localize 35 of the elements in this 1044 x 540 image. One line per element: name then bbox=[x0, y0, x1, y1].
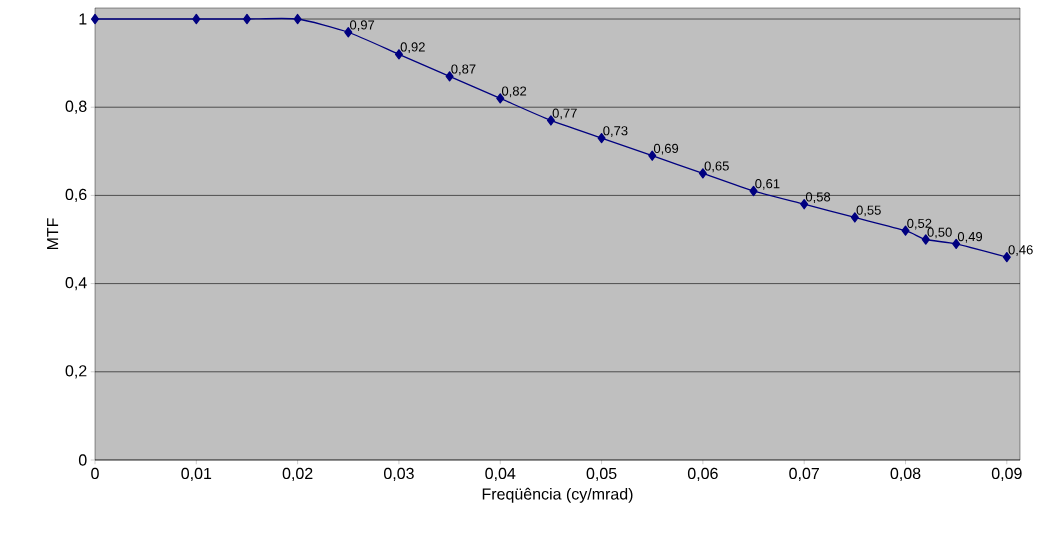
data-label: 0,97 bbox=[349, 20, 375, 32]
point bbox=[192, 13, 201, 25]
data-label: 0,46 bbox=[1008, 245, 1033, 256]
x-tick-label: 0,08 bbox=[890, 467, 921, 481]
y-tick-label: 0,2 bbox=[65, 365, 87, 379]
data-label: 0,65 bbox=[704, 161, 729, 173]
x-axis-title: Freqüência (cy/mrad) bbox=[482, 487, 633, 503]
x-tick-label: 0,05 bbox=[586, 467, 617, 481]
x-tick-label: 0,07 bbox=[789, 467, 819, 481]
data-label: 0,87 bbox=[451, 64, 476, 76]
data-label: 0,82 bbox=[501, 86, 527, 98]
data-label: 0,92 bbox=[400, 42, 425, 54]
data-label: 0,69 bbox=[653, 143, 679, 155]
y-tick-label: 0,8 bbox=[65, 100, 87, 114]
y-tick-label: 0,6 bbox=[65, 188, 87, 203]
point bbox=[293, 13, 302, 25]
x-tick-label: 0,03 bbox=[384, 467, 414, 481]
x-tick-label: 0,02 bbox=[282, 467, 313, 481]
x-tick-label: 0 bbox=[91, 467, 99, 480]
data-label: 0,49 bbox=[957, 231, 983, 243]
data-label: 0,73 bbox=[603, 126, 628, 137]
x-tick-label: 0,04 bbox=[485, 467, 516, 481]
y-tick-label: 0,4 bbox=[65, 276, 87, 291]
data-label: 0,61 bbox=[755, 179, 780, 190]
data-label: 0,55 bbox=[856, 205, 881, 217]
x-tick-label: 0,09 bbox=[991, 467, 1022, 481]
data-label: 0,77 bbox=[552, 108, 577, 120]
x-tick-label: 0,06 bbox=[687, 467, 718, 481]
x-tick-label: 0,01 bbox=[181, 467, 212, 481]
y-tick-label: 0 bbox=[78, 454, 87, 466]
point bbox=[90, 13, 100, 25]
data-label: 0,58 bbox=[805, 192, 831, 204]
y-axis-title: MTF bbox=[47, 218, 59, 250]
y-tick-label: 1 bbox=[79, 13, 87, 25]
point bbox=[242, 13, 252, 25]
